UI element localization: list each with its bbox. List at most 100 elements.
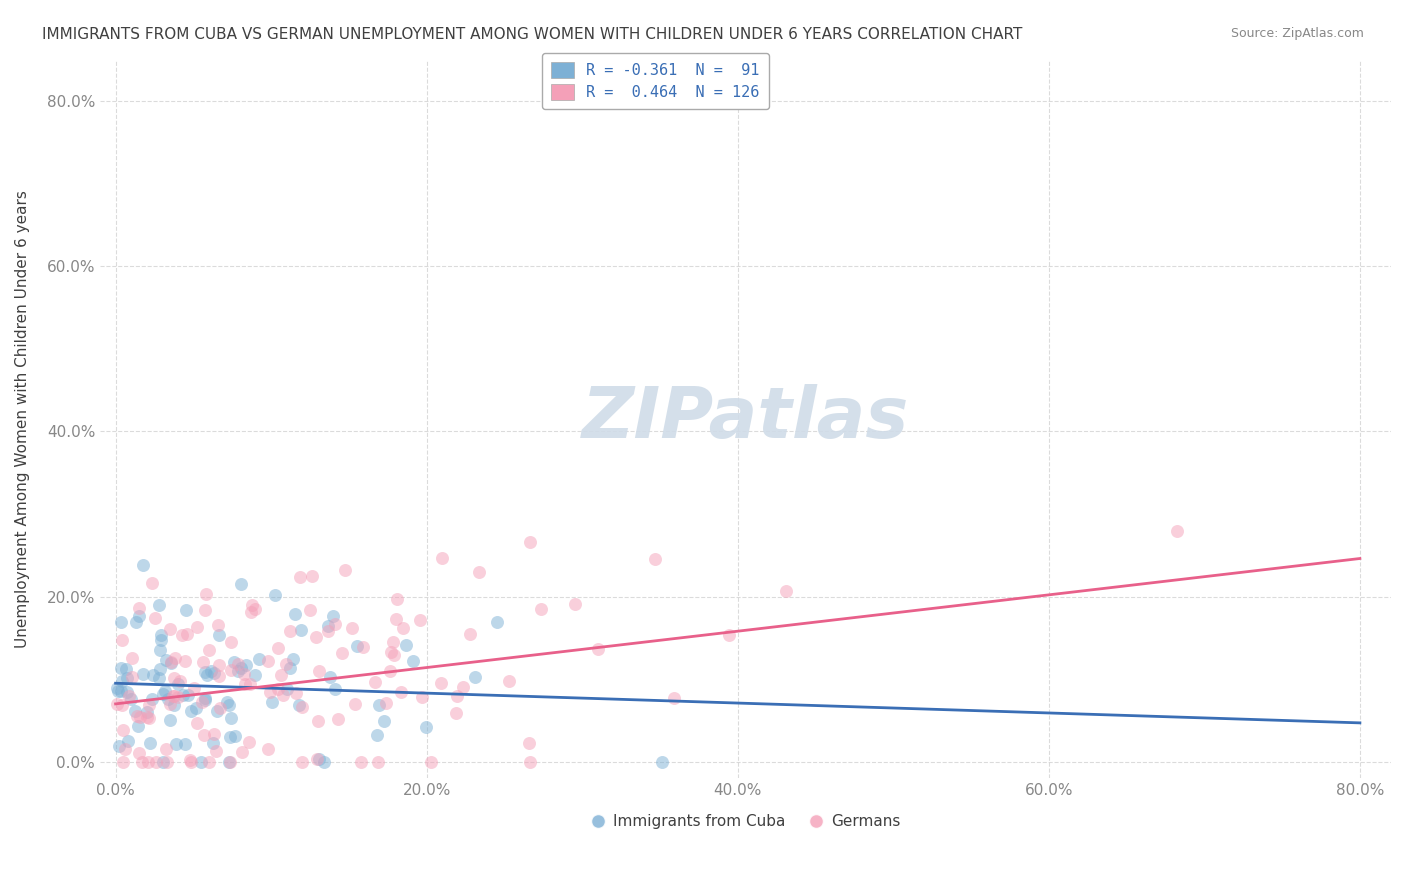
Point (322, 608, 344, 623)
Point (346, 639, 368, 653)
Point (464, 670, 486, 684)
Point (148, 598, 170, 612)
Point (165, 738, 187, 752)
Point (176, 627, 198, 641)
Point (128, 601, 150, 615)
Point (198, 755, 221, 769)
Point (1166, 524, 1188, 538)
Point (110, 661, 132, 675)
Point (190, 755, 212, 769)
Point (219, 755, 242, 769)
Point (170, 628, 193, 642)
Point (121, 670, 143, 684)
Point (235, 657, 257, 672)
Point (382, 648, 405, 662)
Point (284, 607, 307, 621)
Point (194, 603, 217, 617)
Point (239, 605, 262, 619)
Point (128, 709, 150, 723)
Point (183, 681, 205, 695)
Point (718, 628, 741, 642)
Point (157, 692, 180, 706)
Point (468, 566, 491, 580)
Point (368, 698, 391, 712)
Point (285, 686, 308, 700)
Point (208, 669, 231, 683)
Point (107, 739, 129, 753)
Point (115, 685, 138, 699)
Point (446, 706, 468, 721)
Point (156, 755, 179, 769)
Point (163, 650, 186, 665)
Point (208, 657, 231, 672)
Point (271, 688, 294, 702)
Point (451, 681, 474, 695)
Point (205, 705, 228, 719)
Point (221, 711, 243, 725)
Point (335, 563, 357, 577)
Point (117, 671, 139, 685)
Point (142, 668, 165, 682)
Point (159, 622, 181, 636)
Point (256, 654, 278, 668)
Point (195, 668, 218, 682)
Point (207, 617, 229, 632)
Point (141, 691, 163, 706)
Point (519, 535, 541, 549)
Point (128, 609, 150, 624)
Point (159, 657, 181, 671)
Point (195, 587, 218, 601)
Point (163, 671, 186, 685)
Point (519, 755, 541, 769)
Point (243, 668, 266, 682)
Point (111, 632, 134, 647)
Point (132, 558, 155, 573)
Point (201, 736, 224, 750)
Point (260, 695, 283, 709)
Point (180, 755, 202, 769)
Point (312, 755, 335, 769)
Point (191, 695, 214, 709)
Point (169, 673, 191, 688)
Legend: Immigrants from Cuba, Germans: Immigrants from Cuba, Germans (583, 808, 907, 835)
Point (330, 647, 353, 661)
Point (219, 634, 242, 648)
Point (155, 742, 177, 756)
Point (415, 720, 437, 734)
Point (111, 723, 134, 738)
Text: Source: ZipAtlas.com: Source: ZipAtlas.com (1230, 27, 1364, 40)
Point (111, 698, 134, 713)
Point (240, 598, 263, 612)
Point (651, 755, 673, 769)
Point (149, 633, 172, 648)
Point (409, 613, 432, 627)
Point (222, 655, 245, 669)
Point (288, 698, 311, 712)
Point (219, 663, 242, 677)
Point (136, 705, 159, 719)
Point (430, 551, 453, 566)
Point (107, 683, 129, 698)
Point (226, 664, 249, 678)
Text: IMMIGRANTS FROM CUBA VS GERMAN UNEMPLOYMENT AMONG WOMEN WITH CHILDREN UNDER 6 YE: IMMIGRANTS FROM CUBA VS GERMAN UNEMPLOYM… (42, 27, 1022, 42)
Point (323, 682, 346, 697)
Point (149, 662, 172, 676)
Point (179, 753, 201, 767)
Point (174, 654, 197, 668)
Point (430, 676, 453, 690)
Point (176, 602, 198, 616)
Point (231, 577, 253, 591)
Point (136, 710, 159, 724)
Point (586, 642, 609, 657)
Point (238, 734, 260, 748)
Point (498, 673, 520, 688)
Point (373, 714, 395, 729)
Point (395, 638, 418, 652)
Point (775, 584, 797, 599)
Point (305, 630, 328, 644)
Point (458, 626, 481, 640)
Point (381, 635, 404, 649)
Point (291, 755, 314, 769)
Point (186, 620, 208, 634)
Point (121, 651, 143, 665)
